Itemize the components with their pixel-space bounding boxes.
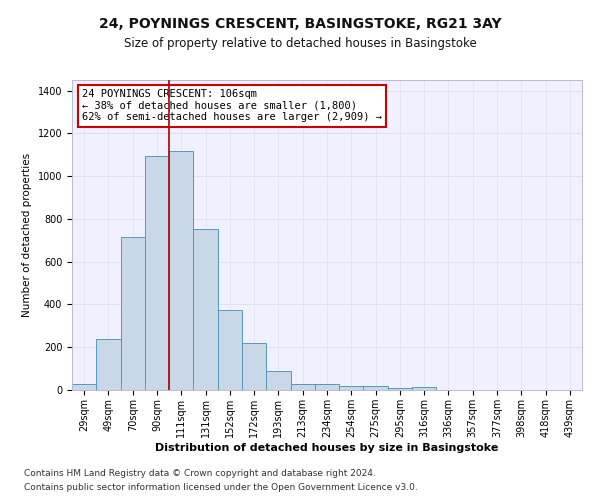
Text: 24 POYNINGS CRESCENT: 106sqm
← 38% of detached houses are smaller (1,800)
62% of: 24 POYNINGS CRESCENT: 106sqm ← 38% of de… xyxy=(82,90,382,122)
Text: Size of property relative to detached houses in Basingstoke: Size of property relative to detached ho… xyxy=(124,38,476,51)
Bar xyxy=(218,310,242,390)
Bar xyxy=(290,384,315,390)
Text: 24, POYNINGS CRESCENT, BASINGSTOKE, RG21 3AY: 24, POYNINGS CRESCENT, BASINGSTOKE, RG21… xyxy=(98,18,502,32)
Bar xyxy=(266,371,290,390)
Bar xyxy=(145,156,169,390)
Bar xyxy=(193,228,218,390)
Bar xyxy=(388,388,412,390)
Text: Contains public sector information licensed under the Open Government Licence v3: Contains public sector information licen… xyxy=(24,484,418,492)
Bar xyxy=(96,340,121,390)
Bar xyxy=(121,237,145,390)
Text: Contains HM Land Registry data © Crown copyright and database right 2024.: Contains HM Land Registry data © Crown c… xyxy=(24,468,376,477)
Bar xyxy=(315,384,339,390)
Bar xyxy=(339,386,364,390)
Bar xyxy=(169,150,193,390)
Bar xyxy=(72,384,96,390)
Bar xyxy=(242,343,266,390)
Bar xyxy=(364,386,388,390)
Bar xyxy=(412,387,436,390)
Y-axis label: Number of detached properties: Number of detached properties xyxy=(22,153,32,317)
X-axis label: Distribution of detached houses by size in Basingstoke: Distribution of detached houses by size … xyxy=(155,442,499,452)
